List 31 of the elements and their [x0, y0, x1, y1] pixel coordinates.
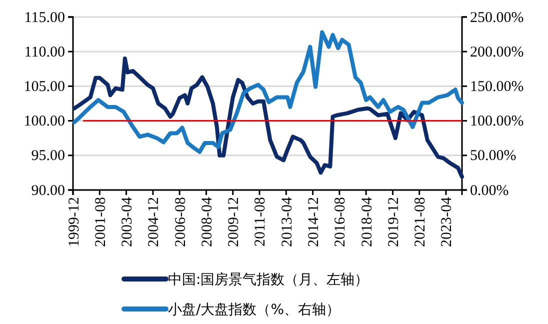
x-tick-label: 2011-08 [252, 197, 269, 246]
x-tick-label: 2013-04 [279, 196, 296, 247]
line-series [72, 56, 464, 179]
y-tick-label: 105.00 [24, 79, 65, 95]
y-tick-label: 100.00 [24, 114, 65, 130]
y2-tick-label: 50.00% [470, 148, 516, 164]
x-tick-label: 2021-08 [412, 197, 429, 247]
x-tick-label: 2018-04 [359, 196, 376, 247]
x-tick-label: 2016-08 [332, 197, 349, 247]
legend-label: 中国:国房景气指数（月、左轴） [168, 272, 369, 288]
y-tick-label: 115.00 [24, 10, 65, 26]
line-series [72, 30, 464, 154]
y2-tick-label: 0.00% [470, 182, 509, 199]
y2-tick-label: 250.00% [470, 10, 524, 26]
legend-label: 小盘/大盘指数（%、右轴） [168, 302, 340, 318]
y2-tick-label: 150.00% [470, 79, 524, 95]
x-tick-label: 2003-04 [120, 196, 136, 247]
y2-tick-label: 100.00% [470, 114, 524, 130]
y2-tick-label: 200.00% [470, 44, 524, 60]
x-tick-label: 2006-08 [172, 197, 189, 247]
y-tick-label: 90.00 [31, 182, 65, 199]
x-tick-label: 2023-04 [439, 196, 456, 247]
y-tick-label: 110.00 [24, 44, 65, 60]
y-tick-label: 95.00 [31, 148, 65, 164]
x-tick-label: 2008-04 [199, 196, 216, 247]
x-tick-label: 2004-12 [146, 197, 162, 247]
x-tick-label: 2019-12 [386, 197, 402, 247]
x-tick-label: 2001-08 [92, 197, 109, 247]
x-tick-label: 2014-12 [306, 197, 322, 247]
x-tick-label: 2009-12 [226, 197, 242, 247]
x-tick-label: 1999-12 [66, 197, 82, 247]
